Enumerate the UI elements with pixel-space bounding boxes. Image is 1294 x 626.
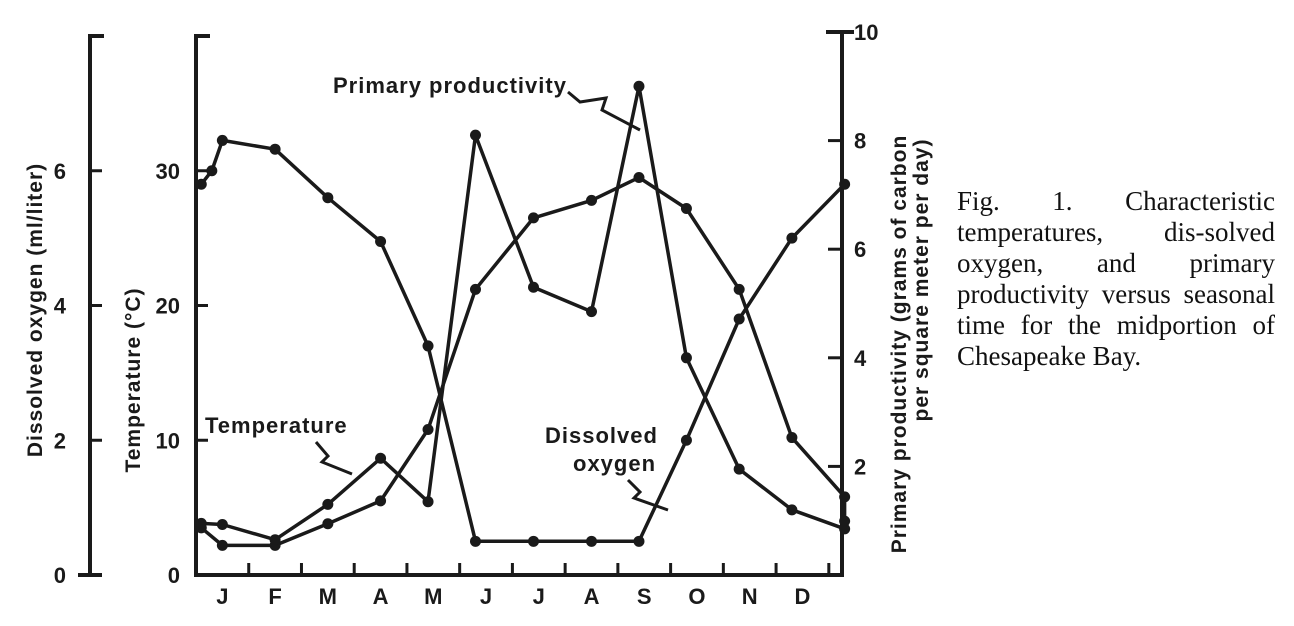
x-tick-label: F — [268, 584, 281, 609]
data-point-primary-productivity — [680, 352, 692, 364]
data-point-dissolved-oxygen — [195, 178, 207, 190]
data-point-temperature — [633, 171, 645, 183]
data-point-primary-productivity — [195, 517, 207, 529]
pp-tick-label: 8 — [854, 129, 866, 154]
annotation-primary-productivity: Primary productivity — [333, 73, 567, 98]
data-point-primary-productivity — [216, 519, 228, 531]
series-line-dissolved-oxygen — [199, 138, 846, 544]
temp-tick-label: 10 — [156, 428, 180, 453]
data-point-dissolved-oxygen — [322, 192, 334, 204]
data-point-primary-productivity — [269, 534, 281, 546]
data-point-temperature — [733, 283, 745, 295]
data-point-dissolved-oxygen — [206, 165, 218, 177]
temp-ticks-group: 0 10 20 30 — [156, 159, 208, 588]
pp-tick-label: 2 — [854, 454, 866, 479]
temp-tick-label: 20 — [156, 294, 180, 319]
data-point-dissolved-oxygen — [586, 535, 598, 547]
data-point-primary-productivity — [528, 281, 540, 293]
series-layer — [195, 80, 851, 551]
data-point-dissolved-oxygen — [839, 178, 851, 190]
annotation-temperature: Temperature — [205, 413, 348, 438]
data-point-primary-productivity — [469, 129, 481, 141]
x-tick-label: J — [480, 584, 492, 609]
x-tick-label: A — [373, 584, 389, 609]
pp-axis-title-line2: per square meter per day) — [910, 139, 933, 422]
pp-tick-label: 6 — [854, 237, 866, 262]
leader-dissolved-oxygen — [626, 478, 669, 512]
leader-temperature — [314, 441, 353, 476]
axes-group — [78, 30, 854, 577]
leader-primary-productivity — [567, 90, 641, 132]
data-point-dissolved-oxygen — [680, 434, 692, 446]
annotation-dissolved: Dissolved — [545, 423, 658, 448]
annotations-group: Primary productivity Temperature Dissolv… — [205, 73, 669, 512]
temp-tick-label: 30 — [156, 159, 180, 184]
data-point-dissolved-oxygen — [375, 235, 387, 247]
data-point-dissolved-oxygen — [733, 313, 745, 325]
x-tick-label: A — [584, 584, 600, 609]
data-point-primary-productivity — [322, 498, 334, 510]
data-point-temperature — [839, 515, 851, 527]
data-point-primary-productivity — [633, 80, 645, 92]
data-point-temperature — [839, 491, 851, 503]
data-point-temperature — [469, 283, 481, 295]
pp-axis-title-line1: Primary productivity (grams of carbon — [888, 135, 911, 554]
x-tick-label: N — [742, 584, 758, 609]
do-axis-title: Dissolved oxygen (ml/liter) — [24, 163, 47, 457]
data-point-dissolved-oxygen — [528, 535, 540, 547]
data-point-temperature — [216, 539, 228, 551]
do-tick-label: 2 — [54, 428, 66, 453]
data-point-dissolved-oxygen — [786, 232, 798, 244]
figure-caption: Fig. 1. Characteristic temperatures, dis… — [957, 186, 1275, 371]
data-point-temperature — [422, 423, 434, 435]
temp-tick-label: 0 — [168, 563, 180, 588]
data-point-dissolved-oxygen — [422, 340, 434, 352]
x-tick-label: O — [688, 584, 705, 609]
x-tick-label: M — [424, 584, 442, 609]
do-ticks-group: 0 2 4 6 — [54, 159, 102, 588]
data-point-dissolved-oxygen — [469, 535, 481, 547]
data-point-temperature — [528, 212, 540, 224]
annotation-oxygen: oxygen — [573, 451, 656, 476]
data-point-temperature — [322, 518, 334, 530]
series-line-temperature — [200, 175, 847, 548]
x-tick-label: S — [637, 584, 652, 609]
x-tick-label: D — [795, 584, 811, 609]
data-point-primary-productivity — [422, 496, 434, 508]
data-point-primary-productivity — [786, 504, 798, 516]
do-tick-label: 4 — [54, 294, 67, 319]
x-tick-label: J — [533, 584, 545, 609]
data-point-primary-productivity — [733, 463, 745, 475]
temp-axis-title: Temperature (°C) — [122, 287, 145, 472]
data-point-dissolved-oxygen — [269, 143, 281, 155]
data-point-primary-productivity — [586, 306, 598, 318]
do-tick-label: 0 — [54, 563, 66, 588]
series-line-primary-productivity — [201, 84, 846, 542]
x-tick-label: M — [319, 584, 337, 609]
x-tick-label: J — [216, 584, 228, 609]
data-point-primary-productivity — [375, 452, 387, 464]
data-point-dissolved-oxygen — [633, 535, 645, 547]
do-tick-label: 6 — [54, 159, 66, 184]
data-point-primary-productivity — [839, 523, 851, 535]
data-point-temperature — [375, 495, 387, 507]
data-point-temperature — [786, 432, 798, 444]
data-point-temperature — [586, 194, 598, 206]
pp-ticks-group: 2 4 6 8 10 — [828, 20, 878, 479]
pp-tick-label: 4 — [854, 346, 867, 371]
data-point-temperature — [680, 202, 692, 214]
data-point-dissolved-oxygen — [216, 134, 228, 146]
pp-tick-label: 10 — [854, 20, 878, 45]
